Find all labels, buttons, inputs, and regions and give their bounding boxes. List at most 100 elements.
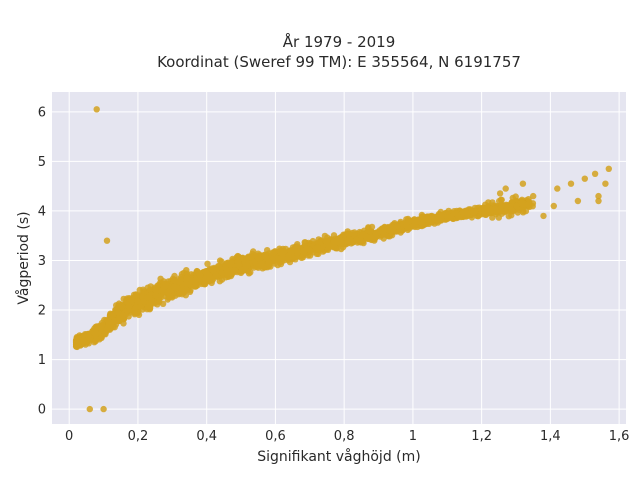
data-point — [243, 255, 250, 262]
data-point — [132, 304, 140, 311]
x-tick-label: 0,8 — [334, 429, 355, 444]
data-point — [470, 209, 477, 216]
data-point — [264, 264, 271, 271]
data-point — [353, 236, 360, 244]
data-point — [405, 218, 412, 225]
data-point — [134, 297, 141, 305]
data-point — [459, 209, 466, 216]
outlier-point — [103, 237, 111, 244]
data-point — [411, 218, 418, 225]
x-tick-label: 1,2 — [471, 429, 492, 444]
data-point — [74, 339, 81, 346]
data-point — [514, 209, 521, 216]
outlier-point — [581, 175, 588, 182]
data-point — [279, 255, 286, 262]
data-point — [216, 257, 224, 264]
data-point — [321, 232, 329, 240]
x-tick-label: 0,2 — [128, 429, 149, 444]
data-point — [116, 317, 123, 325]
data-point — [234, 252, 241, 260]
plot-area — [52, 92, 626, 424]
data-point — [144, 294, 151, 301]
data-point — [518, 199, 526, 206]
data-point — [101, 330, 108, 338]
data-point — [183, 274, 191, 282]
y-tick-label: 5 — [38, 155, 46, 170]
data-point — [120, 295, 127, 303]
outlier-point — [602, 180, 609, 187]
outlier-point — [502, 185, 509, 192]
data-point — [247, 269, 254, 276]
data-point — [255, 255, 263, 262]
data-point — [206, 272, 213, 279]
data-point — [431, 215, 439, 223]
x-tick-labels: 0 0,2 0,4 0,6 0,8 1 1,2 1,4 1,6 — [65, 429, 629, 444]
outlier-point — [540, 212, 547, 220]
data-point — [85, 333, 92, 340]
data-point — [424, 214, 431, 222]
data-point — [418, 211, 426, 219]
data-point — [447, 213, 455, 220]
data-point — [513, 202, 520, 209]
data-point — [300, 248, 307, 255]
data-point — [393, 222, 401, 230]
data-point — [324, 246, 332, 253]
data-point — [114, 305, 122, 312]
data-point — [397, 229, 404, 236]
data-point — [125, 303, 133, 310]
data-point — [306, 246, 314, 254]
outlier-point — [86, 405, 94, 413]
y-tick-label: 2 — [38, 304, 46, 319]
data-points — [72, 106, 612, 413]
data-point — [216, 278, 223, 285]
data-point — [201, 281, 208, 288]
data-point — [79, 338, 87, 345]
x-axis-label: Signifikant våghöjd (m) — [257, 448, 420, 465]
outlier-point — [530, 192, 537, 200]
data-point — [164, 288, 172, 296]
data-point — [496, 197, 503, 205]
data-point — [345, 230, 353, 237]
data-point — [132, 291, 140, 298]
chart-title-line2: Koordinat (Sweref 99 TM): E 355564, N 61… — [157, 53, 521, 71]
data-point — [231, 267, 238, 274]
y-axis-label: Vågperiod (s) — [15, 211, 32, 304]
data-point — [172, 277, 179, 285]
data-point — [258, 260, 265, 267]
data-point — [484, 205, 491, 213]
outlier-point — [93, 106, 100, 113]
chart-title-line1: År 1979 - 2019 — [283, 32, 396, 51]
outlier-point — [100, 405, 107, 413]
y-tick-label: 0 — [38, 403, 46, 418]
data-point — [290, 246, 298, 253]
y-tick-label: 6 — [38, 105, 46, 120]
data-point — [512, 193, 519, 200]
data-point — [259, 265, 266, 272]
data-point — [496, 190, 504, 197]
y-tick-label: 4 — [38, 204, 46, 219]
data-point — [345, 238, 352, 245]
outlier-point — [554, 185, 561, 192]
outlier-point — [519, 180, 527, 187]
data-point — [91, 331, 99, 338]
data-point — [372, 230, 380, 237]
data-point — [201, 276, 209, 283]
outlier-point — [550, 202, 557, 210]
data-point — [298, 254, 305, 261]
data-point — [204, 260, 211, 267]
data-point — [111, 317, 118, 324]
x-tick-label: 1 — [409, 429, 417, 444]
data-point — [380, 231, 388, 238]
y-tick-labels: 0 1 2 3 4 5 6 — [38, 105, 46, 417]
data-point — [241, 265, 249, 273]
data-point — [336, 236, 344, 243]
outlier-point — [567, 180, 575, 187]
data-point — [158, 294, 165, 301]
data-point — [190, 277, 197, 285]
data-point — [493, 208, 500, 215]
data-point — [196, 272, 204, 279]
y-tick-label: 1 — [38, 353, 46, 368]
data-point — [387, 227, 395, 235]
data-point — [92, 338, 99, 345]
grid — [52, 92, 626, 424]
